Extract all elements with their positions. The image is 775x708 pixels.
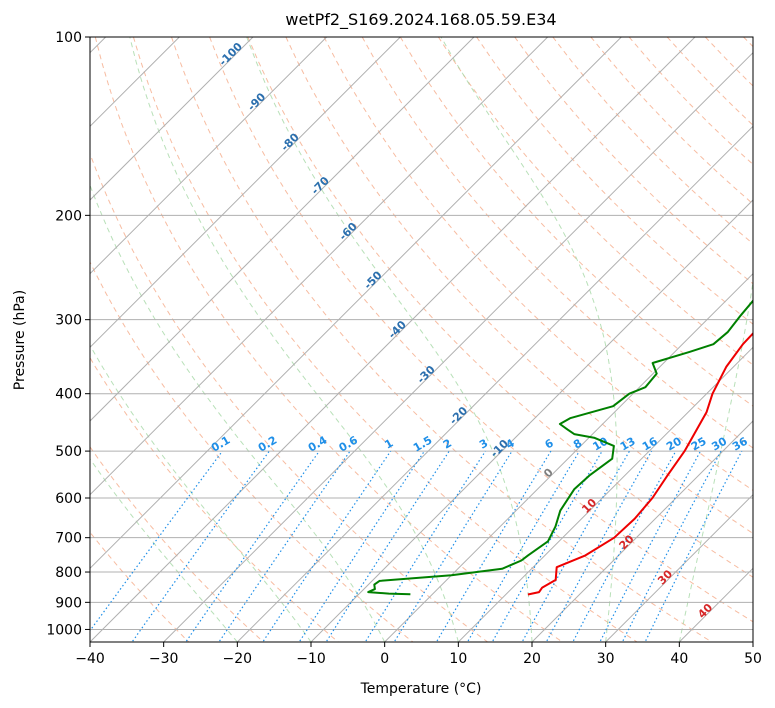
y-axis: 100 200 300 400 500 600 700 800 900 1000 <box>46 30 90 638</box>
dry-adiabat <box>553 37 775 644</box>
isotherm-label: -40 <box>386 318 409 341</box>
isotherm-label: 20 <box>617 532 637 552</box>
mixing-ratio-line <box>644 451 742 644</box>
x-tick-label: −40 <box>75 651 105 667</box>
plot-frame <box>90 37 753 642</box>
dewpoint-line <box>368 37 775 594</box>
isotherm-label: -60 <box>337 220 360 243</box>
x-tick-label: 50 <box>744 651 762 667</box>
dry-adiabat <box>0 37 191 644</box>
skewed-isotherm <box>0 37 474 642</box>
x-tick-label: 20 <box>523 651 541 667</box>
skewed-isotherms <box>0 37 775 642</box>
skewed-isotherm <box>16 37 621 642</box>
x-tick-label: −10 <box>296 651 326 667</box>
dry-adiabat <box>477 37 775 644</box>
x-axis: −40 −30 −20 −10 0 10 20 30 40 50 <box>75 642 762 667</box>
dry-adiabat <box>248 37 775 644</box>
y-tick-label: 400 <box>55 387 82 403</box>
skewed-isotherm <box>237 37 775 642</box>
pressure-gridlines <box>90 37 753 629</box>
y-tick-label: 900 <box>55 595 82 611</box>
x-tick-label: 40 <box>670 651 688 667</box>
y-tick-label: 700 <box>55 531 82 547</box>
isotherm-label: 30 <box>655 567 675 587</box>
chart-title: wetPf2_S169.2024.168.05.59.E34 <box>285 10 556 30</box>
y-tick-label: 500 <box>55 444 82 460</box>
profile-series <box>368 37 775 595</box>
mixing-ratio-line <box>435 451 551 644</box>
isotherm-label: -90 <box>245 90 268 113</box>
moist-adiabat <box>0 37 311 642</box>
skewed-isotherm <box>0 37 327 642</box>
isotherm-label: -70 <box>309 174 332 197</box>
skewed-isotherm <box>0 37 400 642</box>
isotherm-label: 40 <box>695 601 715 621</box>
y-tick-label: 200 <box>55 208 82 224</box>
skewed-isotherm <box>311 37 775 642</box>
mixing-ratio-line <box>325 451 450 644</box>
dry-adiabat <box>438 37 775 644</box>
y-tick-label: 300 <box>55 313 82 329</box>
y-tick-label: 100 <box>55 30 82 46</box>
mixing-ratio-line <box>364 451 486 644</box>
y-tick-label: 1000 <box>46 622 82 638</box>
dry-adiabat <box>705 37 775 644</box>
dry-adiabat <box>515 37 775 644</box>
isotherm-label: -30 <box>415 363 438 386</box>
skewed-isotherm <box>679 37 775 642</box>
x-tick-label: 0 <box>380 651 389 667</box>
x-tick-label: −30 <box>149 651 179 667</box>
moist-adiabat <box>247 37 532 642</box>
mixing-ratio-line <box>80 451 222 644</box>
x-tick-label: 10 <box>449 651 467 667</box>
dry-adiabat <box>172 37 716 644</box>
moist-adiabat <box>130 37 459 642</box>
y-tick-label: 600 <box>55 491 82 507</box>
isotherm-label: -80 <box>279 130 302 153</box>
x-axis-label: Temperature (°C) <box>360 681 482 697</box>
skewed-isotherm <box>0 37 253 642</box>
isotherm-label: -100 <box>216 40 245 69</box>
moist-adiabat <box>0 37 237 642</box>
mixing-ratio-label: 6 <box>543 436 556 451</box>
dry-adiabat <box>95 37 566 644</box>
isotherm-label: 10 <box>579 496 599 516</box>
mixing-ratio-label: 1 <box>382 437 395 452</box>
temperature-line <box>528 37 775 595</box>
isotherm-label: -20 <box>447 404 470 427</box>
moist-adiabat <box>51 37 384 642</box>
skewed-isotherm <box>164 37 769 642</box>
skewed-isotherm <box>532 37 775 642</box>
dry-adiabat <box>744 37 775 644</box>
skewed-isotherm <box>458 37 775 642</box>
mixing-ratio-line <box>466 451 579 644</box>
skewed-isotherm <box>753 37 775 642</box>
y-tick-label: 800 <box>55 565 82 581</box>
background-lines <box>0 37 775 644</box>
x-tick-label: −20 <box>223 651 253 667</box>
isotherm-label: -50 <box>361 268 384 291</box>
y-axis-label: Pressure (hPa) <box>12 290 28 390</box>
x-tick-label: 30 <box>597 651 615 667</box>
mixing-ratio-label: 2 <box>441 437 454 452</box>
dry-adiabat <box>362 37 775 644</box>
dry-adiabat <box>133 37 640 644</box>
